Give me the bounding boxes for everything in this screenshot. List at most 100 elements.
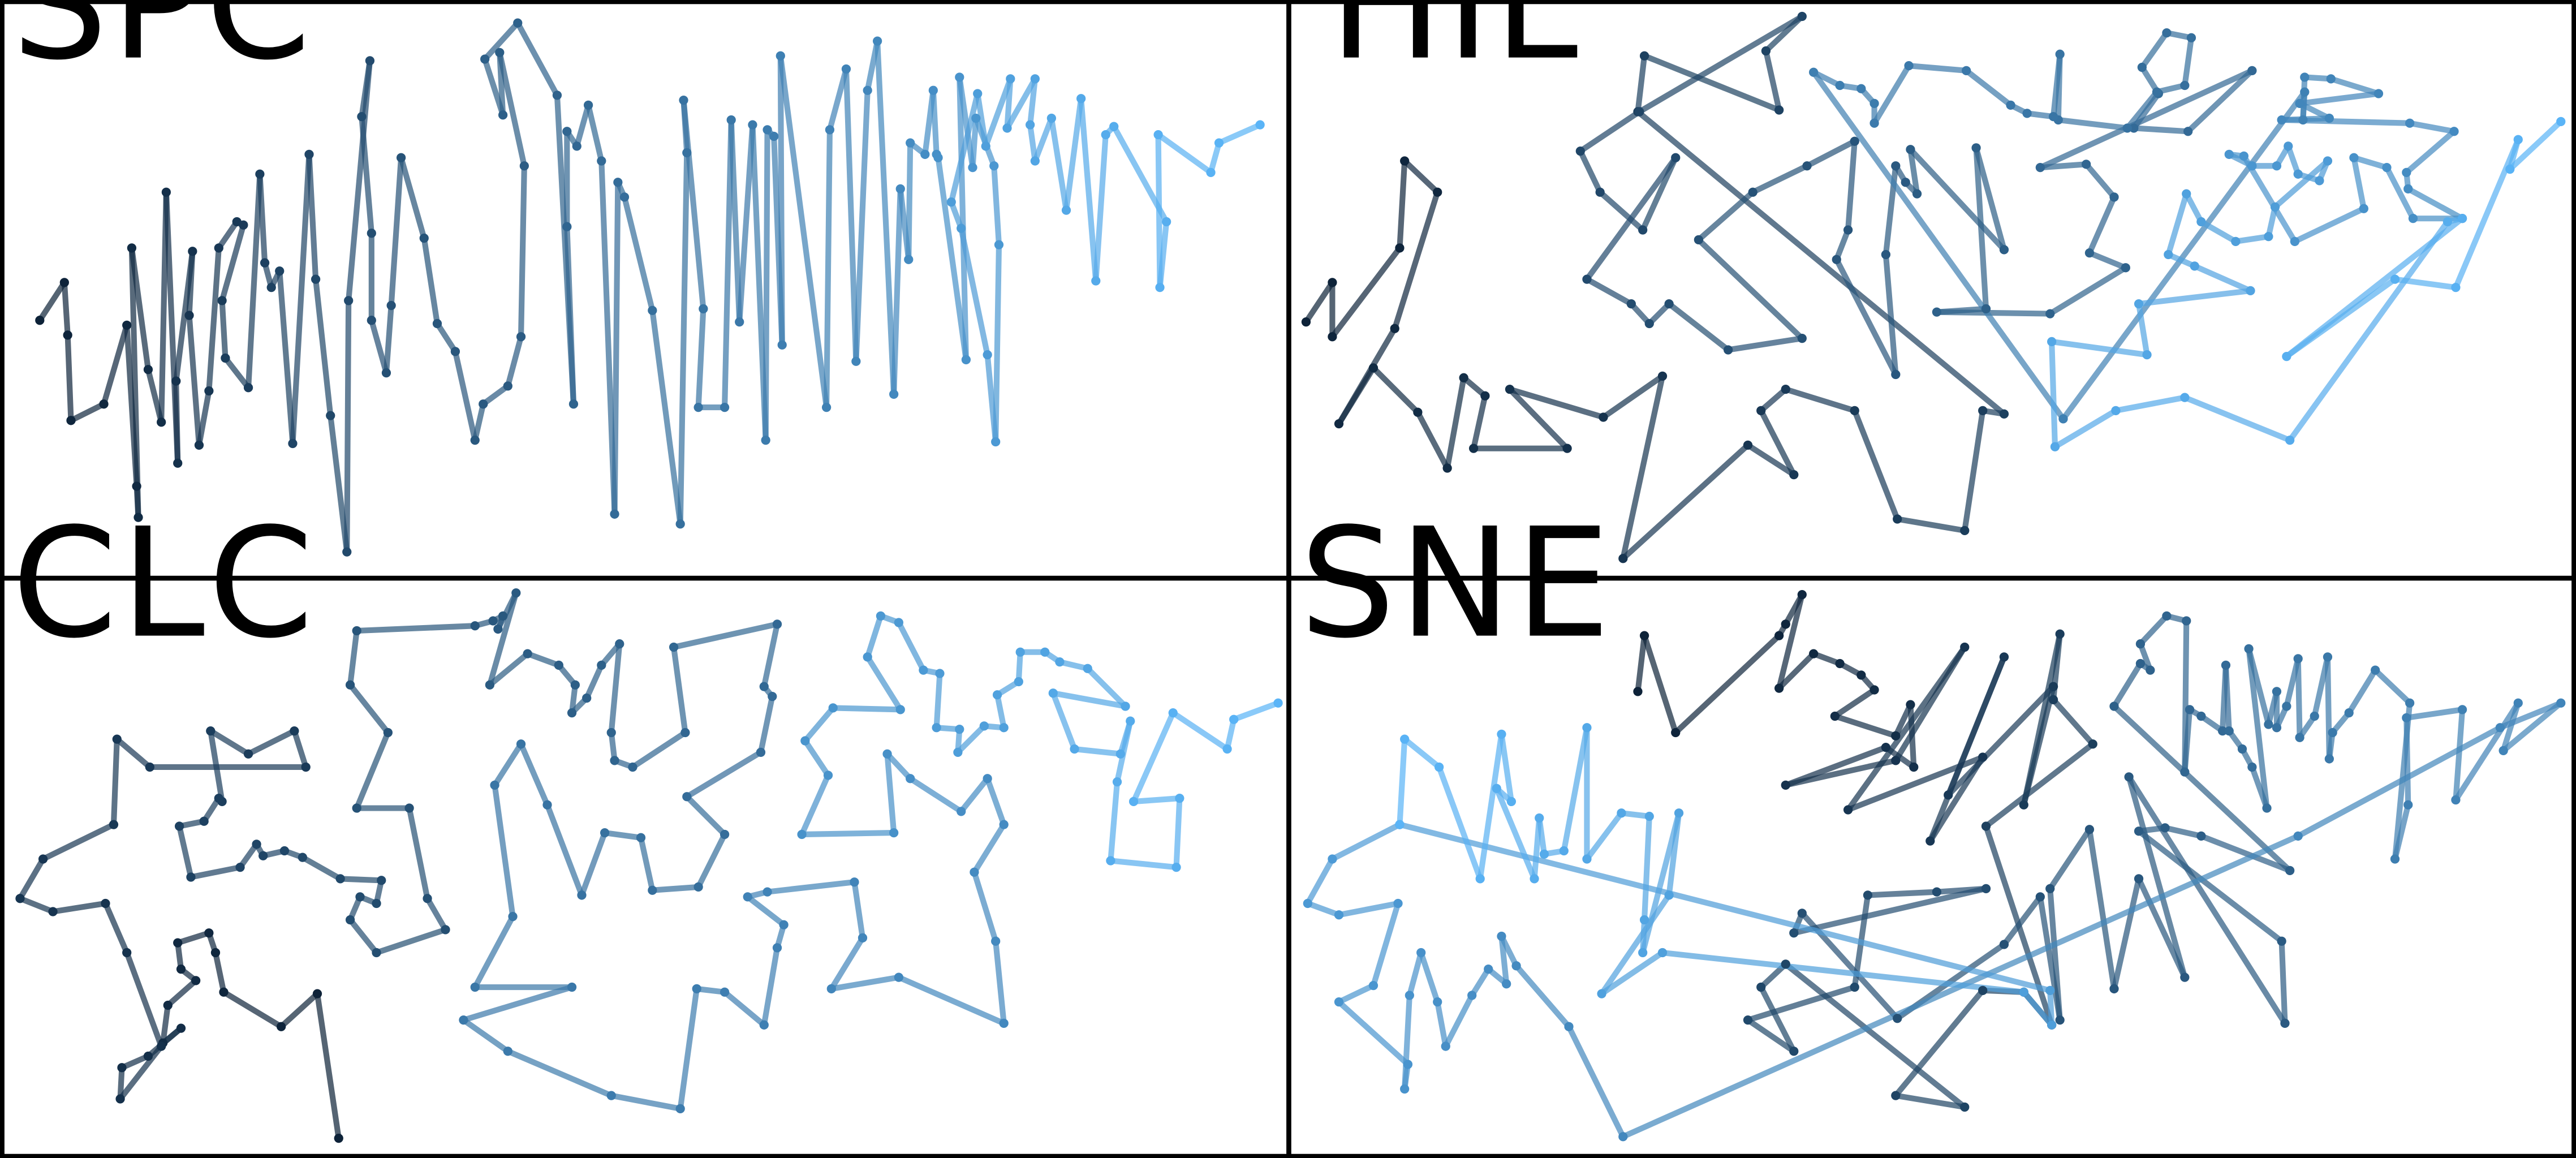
clc-tour-edge: [278, 991, 321, 1030]
clc-tour-point: [210, 948, 221, 958]
sne-tour-edge: [2403, 714, 2411, 808]
clc-tour-point: [252, 840, 261, 849]
sne-tour-point: [2196, 711, 2206, 721]
hil-tour-edge: [1584, 154, 1679, 282]
sne-tour-point: [1893, 1014, 1902, 1023]
clc-tour-point: [503, 1047, 512, 1056]
hil-tour-point: [1999, 409, 2009, 419]
spc-tour-point: [682, 148, 692, 158]
hil-tour-point: [2162, 28, 2172, 38]
spc-tour-edge: [777, 53, 830, 411]
spc-tour-point: [735, 317, 744, 327]
spc-tour-point: [1255, 120, 1265, 130]
sne-tour-edge: [2047, 987, 2055, 1028]
spc-tour-edge: [344, 298, 352, 555]
clc-tour-point: [606, 727, 616, 738]
sne-tour-point: [1559, 846, 1569, 856]
spc-tour-point: [1046, 113, 1057, 123]
hil-tour-point: [2293, 169, 2303, 179]
clc-tour-edge: [1224, 716, 1237, 752]
spc-tour-point: [204, 386, 214, 396]
sne-tour-edge: [2001, 894, 2043, 948]
hil-tour-point: [2390, 274, 2400, 284]
clc-tour-point: [423, 894, 432, 903]
clc-tour-point: [38, 854, 48, 864]
hil-tour-point: [1694, 235, 1704, 245]
clc-tour-edge: [670, 621, 781, 651]
hil-tour-point: [1781, 385, 1790, 394]
sne-tour-edge: [1618, 810, 1652, 820]
spc-tour-edge: [64, 332, 74, 424]
clc-tour-point: [383, 727, 393, 738]
sne-tour-edge: [1641, 632, 1679, 736]
sne-tour-edge: [2278, 938, 2288, 1026]
hil-tour-point: [2264, 231, 2273, 242]
spc-tour-point: [184, 311, 194, 320]
clc-tour-point: [279, 846, 290, 856]
clc-tour-point: [219, 987, 229, 997]
hil-tour-edge: [1577, 148, 1603, 195]
hil-tour-path: [1303, 13, 2564, 562]
sne-tour-point: [1891, 756, 1901, 765]
spc-tour-edge: [891, 186, 903, 397]
sne-tour-point: [2134, 874, 2144, 884]
hil-tour-point: [1999, 245, 2009, 255]
hil-tour-edge: [1471, 393, 1488, 451]
sne-tour-point: [1639, 631, 1649, 640]
spc-tour-point: [610, 509, 619, 519]
sne-tour-point: [2402, 713, 2411, 722]
sne-tour-point: [2403, 800, 2413, 810]
hil-tour-edge: [2131, 125, 2191, 135]
hil-tour-point: [2505, 164, 2515, 174]
sne-tour-point: [1981, 821, 1991, 831]
clc-tour-point: [669, 642, 679, 652]
hil-tour-edge: [2165, 251, 2198, 269]
hil-tour-point: [1334, 419, 1344, 429]
clc-tour-edge: [602, 830, 644, 841]
sne-tour-point: [1856, 670, 1866, 680]
spc-tour-point: [275, 266, 285, 276]
clc-tour-path: [17, 590, 1281, 1142]
clc-tour-point: [214, 793, 223, 803]
hil-tour-edge: [1666, 301, 1731, 353]
hil-tour-point: [2247, 161, 2257, 171]
sne-tour-point: [1334, 997, 1344, 1007]
hil-tour-point: [2272, 161, 2282, 171]
hil-tour-point: [2382, 163, 2392, 173]
clc-tour-edge: [460, 984, 575, 1023]
spc-tour-edge: [306, 151, 319, 282]
hil-tour-edge: [1303, 279, 1336, 325]
sne-tour-edge: [2295, 656, 2303, 741]
clc-tour-point: [759, 682, 769, 691]
hil-tour-edge: [1804, 138, 1858, 169]
sne-tour-edge: [2453, 700, 2521, 803]
spc-tour-point: [450, 347, 460, 356]
spc-tour-point: [933, 153, 943, 162]
spc-tour-point: [693, 402, 703, 412]
hil-tour-points: [1301, 11, 2566, 563]
spc-tour-edge: [219, 298, 229, 361]
spc-tour-edge: [875, 38, 897, 397]
hil-tour-edge: [2351, 154, 2367, 212]
clc-tour-point: [191, 976, 201, 985]
sne-tour-point: [1328, 854, 1337, 864]
hil-tour-edge: [1397, 158, 1408, 251]
clc-tour-point: [957, 807, 966, 816]
sne-tour-edge: [1744, 1017, 1797, 1054]
sne-tour-point: [1960, 642, 1970, 652]
clc-tour-edge: [684, 749, 764, 800]
hil-tour-point: [1809, 67, 1819, 77]
hil-tour-edge: [2384, 165, 2416, 222]
spc-tour-point: [367, 316, 376, 325]
sne-tour-point: [1657, 948, 1668, 958]
clc-tour-edge: [984, 776, 1007, 828]
clc-tour-edge: [492, 782, 516, 920]
clc-tour-edge: [486, 590, 519, 688]
sne-tour-edge: [1640, 810, 1682, 956]
spc-tour-edge: [1027, 76, 1038, 128]
hil-tour-edge: [1833, 256, 1899, 378]
hil-tour-point: [1891, 161, 1901, 171]
clc-tour-point: [1168, 708, 1178, 718]
spc-tour-edge: [1155, 132, 1163, 291]
clc-tour-edge: [291, 727, 309, 770]
